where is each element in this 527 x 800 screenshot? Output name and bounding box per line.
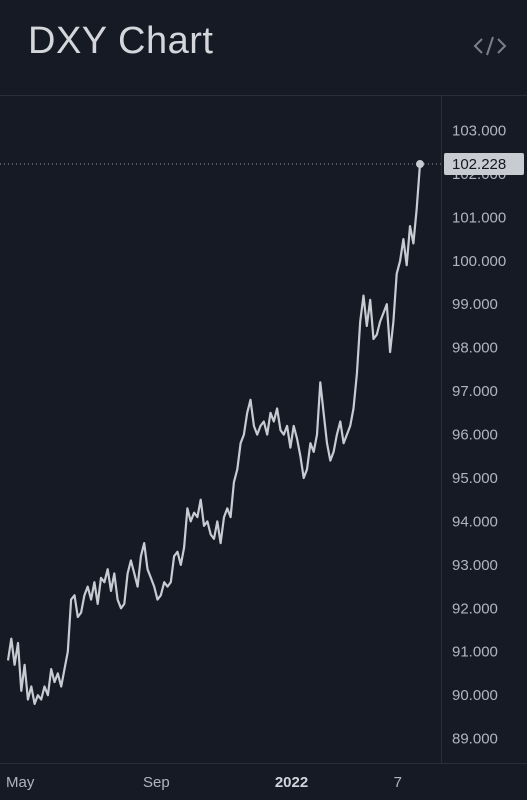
x-tick-label: Sep bbox=[143, 774, 170, 791]
x-tick-label: 2022 bbox=[275, 774, 308, 791]
embed-button[interactable] bbox=[470, 30, 510, 62]
chart-canvas[interactable]: 89.000 90.000 91.000 92.000 93.000 94.000 95.0… bbox=[0, 95, 527, 800]
last-price-label-bg bbox=[444, 153, 524, 176]
last-price-label: 102.228 bbox=[444, 153, 524, 176]
y-tick-label: 92.000 bbox=[452, 600, 498, 617]
y-tick-label: 93.000 bbox=[452, 557, 498, 574]
y-tick-label: 103.000 bbox=[452, 123, 506, 140]
last-price-dot bbox=[416, 160, 424, 169]
y-tick-label: 90.000 bbox=[452, 687, 498, 704]
y-tick-label: 100.000 bbox=[452, 253, 506, 270]
x-tick-label: 7 bbox=[394, 774, 402, 791]
series-line bbox=[6, 163, 422, 705]
y-tick-label: 89.000 bbox=[452, 731, 498, 748]
dxy-chart[interactable]: 89.000 90.000 91.000 92.000 93.000 94.000 95.0… bbox=[0, 95, 527, 800]
chart-header: DXY Chart bbox=[0, 0, 527, 92]
page-title: DXY Chart bbox=[28, 20, 214, 62]
y-tick-label: 97.000 bbox=[452, 383, 498, 400]
y-tick-label: 94.000 bbox=[452, 513, 498, 530]
y-tick-label: 101.000 bbox=[452, 209, 506, 226]
code-embed-icon bbox=[473, 36, 507, 56]
y-tick-label: 98.000 bbox=[452, 340, 498, 357]
price-axis: 89.000 90.000 91.000 92.000 93.000 94.000 95.0… bbox=[452, 123, 506, 748]
y-tick-label: 95.000 bbox=[452, 470, 498, 487]
time-axis: May Sep 2022 7 bbox=[6, 774, 402, 791]
y-tick-label: 91.000 bbox=[452, 644, 498, 661]
last-price-label-text: 102.228 bbox=[452, 156, 506, 173]
y-tick-label: 99.000 bbox=[452, 296, 498, 313]
x-tick-label: May bbox=[6, 774, 35, 791]
y-tick-label: 96.000 bbox=[452, 427, 498, 444]
